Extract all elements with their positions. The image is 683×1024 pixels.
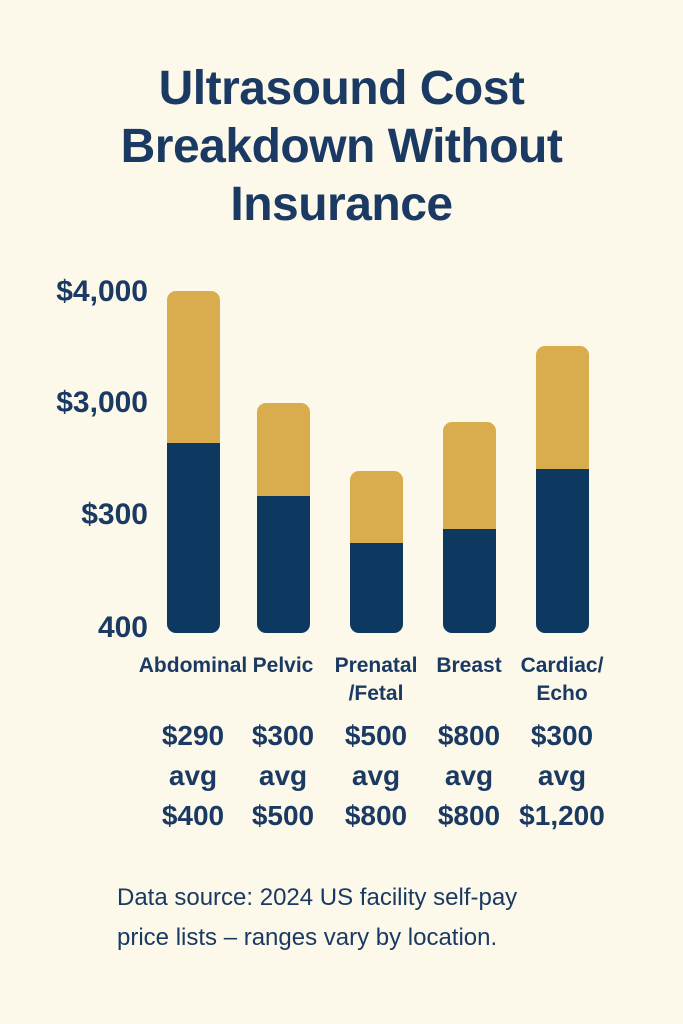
bar-pelvic <box>256 403 310 633</box>
price-high: $800 <box>344 800 408 831</box>
avg-label: avg <box>351 760 401 791</box>
y-axis-tick-label: $4,000 <box>56 275 148 308</box>
category-column-abdominal: Abdominal $290 avg $400 <box>135 652 251 836</box>
y-axis-tick-label: $3,000 <box>56 386 148 419</box>
price-low: $290 <box>161 720 225 751</box>
avg-label: avg <box>444 760 494 791</box>
bar-segment-navy <box>256 496 310 633</box>
data-source-note: Data source: 2024 US facility self-pay p… <box>117 884 518 951</box>
category-column-cardiac-echo: Cardiac/ Echo $300 avg $1,200 <box>504 652 620 836</box>
price-low: $300 <box>530 720 594 751</box>
bar-segment-gold <box>166 291 220 443</box>
bar-segment-navy <box>442 529 496 633</box>
category-column-breast: Breast $800 avg $800 <box>411 652 527 836</box>
price-low: $500 <box>344 720 408 751</box>
bar-segment-gold <box>535 346 589 469</box>
category-label: Breast <box>436 654 502 677</box>
category-column-pelvic: Pelvic $300 avg $500 <box>225 652 341 836</box>
category-column-prenatal-fetal: Prenatal /Fetal $500 avg $800 <box>318 652 434 836</box>
category-label: Pelvic <box>252 654 314 677</box>
price-high: $1,200 <box>519 800 605 831</box>
price-low: $300 <box>251 720 315 751</box>
price-high: $800 <box>437 800 501 831</box>
bar-chart-plot: $4,000 $3,000 $300 400 <box>0 270 683 644</box>
price-low: $800 <box>437 720 501 751</box>
bar-segment-navy <box>535 469 589 633</box>
bar-abdominal <box>166 291 220 633</box>
bar-segment-gold <box>349 471 403 543</box>
y-axis-tick-label: $300 <box>81 498 148 531</box>
category-label: Abdominal <box>138 654 248 677</box>
bar-breast <box>442 422 496 633</box>
bar-segment-gold <box>256 403 310 496</box>
category-label: Prenatal /Fetal <box>334 654 418 705</box>
chart-title: Ultrasound Cost Breakdown Without Insura… <box>120 62 563 231</box>
avg-label: avg <box>258 760 308 791</box>
avg-label: avg <box>168 760 218 791</box>
bar-segment-navy <box>349 543 403 633</box>
bar-segment-navy <box>166 443 220 633</box>
category-label: Cardiac/ Echo <box>520 654 604 705</box>
bar-segment-gold <box>442 422 496 529</box>
price-high: $500 <box>251 800 315 831</box>
avg-label: avg <box>537 760 587 791</box>
bar-prenatal-fetal <box>349 471 403 633</box>
bar-cardiac-echo <box>535 346 589 633</box>
price-high: $400 <box>161 800 225 831</box>
y-axis-tick-label: 400 <box>97 611 148 644</box>
